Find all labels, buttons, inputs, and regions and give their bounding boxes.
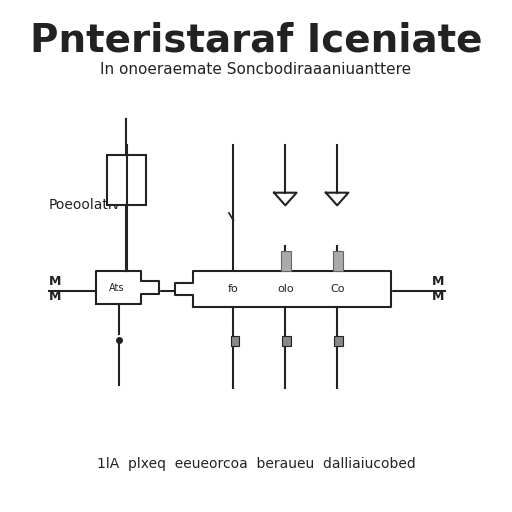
Text: In onoeraemate Soncbodiraaaniuanttere: In onoeraemate Soncbodiraaaniuanttere bbox=[100, 62, 412, 77]
Text: M: M bbox=[49, 275, 61, 288]
Text: Poeoolativ: Poeoolativ bbox=[49, 198, 121, 212]
Bar bbox=[230, 336, 239, 346]
Bar bbox=[333, 251, 343, 271]
Bar bbox=[107, 155, 145, 205]
Text: Ats: Ats bbox=[109, 283, 124, 293]
Bar bbox=[281, 251, 291, 271]
Polygon shape bbox=[175, 271, 391, 307]
Text: M: M bbox=[432, 275, 445, 288]
Text: M: M bbox=[432, 290, 445, 303]
Text: Pnteristaraf Iceniate: Pnteristaraf Iceniate bbox=[30, 22, 482, 60]
Bar bbox=[283, 336, 291, 346]
Text: M: M bbox=[49, 290, 61, 303]
Text: fo: fo bbox=[228, 284, 239, 294]
Text: olo: olo bbox=[277, 284, 293, 294]
Text: 1lA  plxeq  eeueorcoa  beraueu  dalliaiucobed: 1lA plxeq eeueorcoa beraueu dalliaiucobe… bbox=[97, 457, 415, 471]
Bar bbox=[334, 336, 343, 346]
Text: Co: Co bbox=[330, 284, 345, 294]
Polygon shape bbox=[96, 271, 159, 304]
